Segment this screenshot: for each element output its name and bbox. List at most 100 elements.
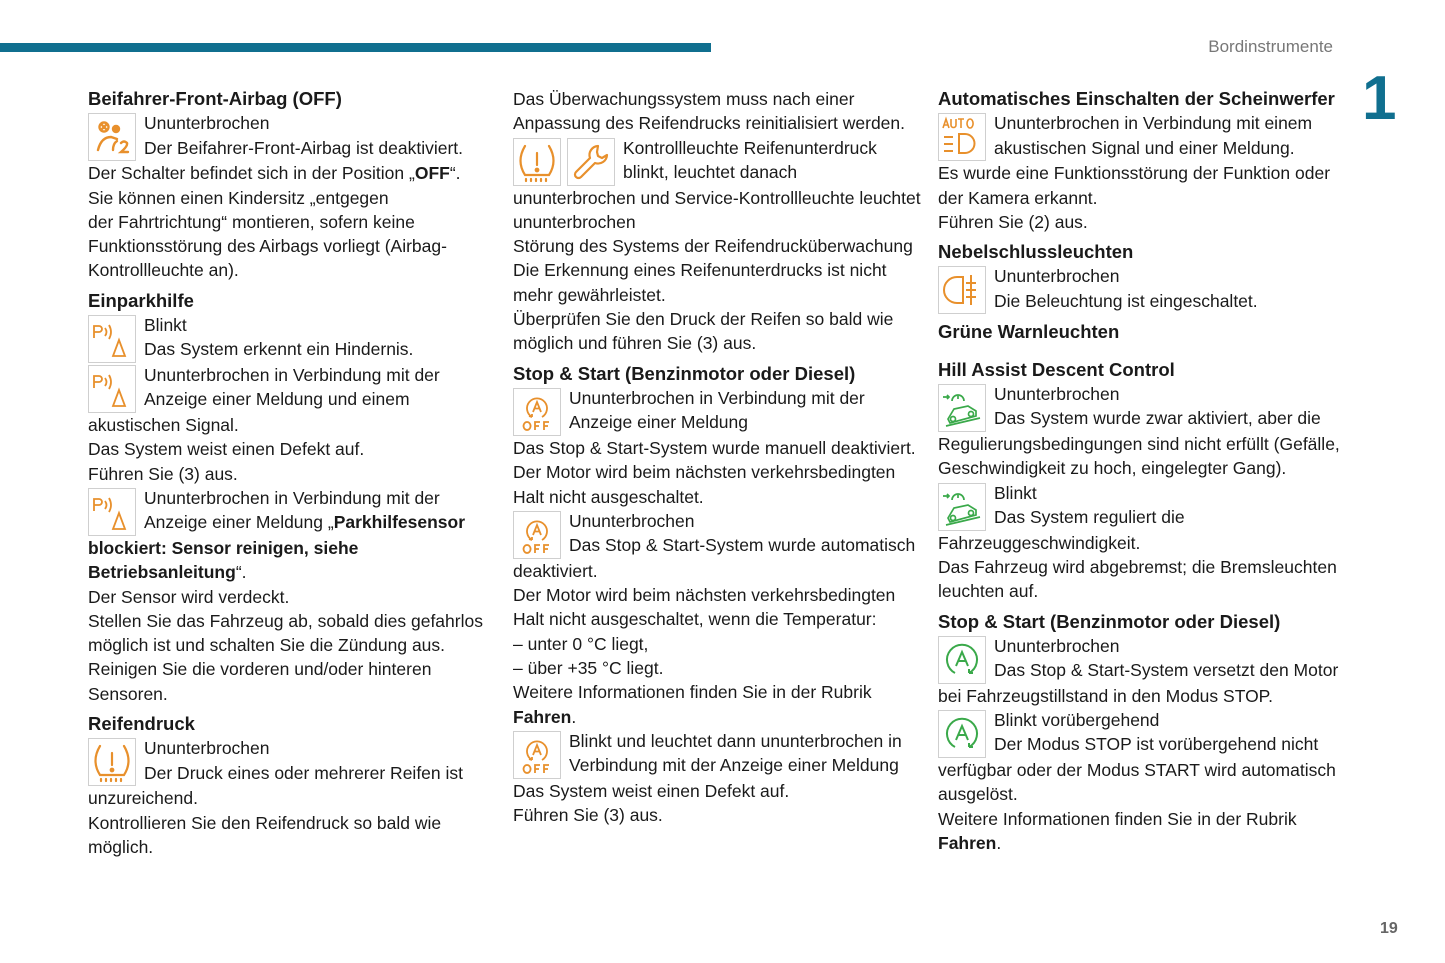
indicator-header: Ununterbrochen Der Beifahrer-Front-Airbag…	[88, 111, 498, 162]
section-heading: Stop & Start (Benzinmotor oder Diesel)	[938, 610, 1281, 632]
text-line: Kontrollleuchte an).	[88, 260, 239, 281]
indicator-header: Ununterbrochen in Verbindung mit der Anze…	[88, 363, 498, 414]
header-accent-bar	[0, 43, 711, 52]
indicator-entry: Ununterbrochen Das Stop & Start-System wu…	[513, 509, 923, 729]
text-segment: Anzeige einer Meldung „	[144, 512, 334, 533]
text-line: Betriebsanleitung“.	[88, 560, 498, 584]
indicator-entry: Ununterbrochen Das Stop & Start-System ve…	[938, 634, 1354, 708]
text-line: Anzeige einer Meldung und einem	[144, 389, 410, 410]
bold-text: blockiert: Sensor reinigen, siehe	[88, 537, 359, 558]
text-line: Ununterbrochen in Verbindung mit der	[144, 487, 440, 508]
text-line: Fahren.	[938, 831, 1354, 855]
text-line: Überprüfen Sie den Druck der Reifen so b…	[513, 309, 894, 330]
text-segment: “.	[449, 163, 461, 184]
text-line: Der Modus STOP ist vorübergehend nicht	[994, 734, 1319, 755]
indicator-header: Blinkt Das System reguliert die	[938, 481, 1354, 531]
text-line: Reinigen Sie die vorderen und/oder hinte…	[88, 659, 432, 680]
indicator-header: Kontrollleuchte Reifenunterdruck blinkt, …	[513, 136, 923, 186]
indicator-entry: Blinkt Das System erkennt ein Hindernis.	[88, 313, 498, 364]
text-line: Blinkt	[994, 482, 1037, 503]
text-line: Sensoren.	[88, 683, 168, 704]
text-line: Das System wurde zwar aktiviert, aber di…	[994, 408, 1321, 429]
section-heading: Stop & Start (Benzinmotor oder Diesel)	[513, 362, 856, 384]
text-line: Blinkt vorübergehend	[994, 710, 1160, 731]
indicator-summary: Ununterbrochen Der Beifahrer-Front-Airbag…	[144, 111, 498, 160]
park-assist-icon	[88, 365, 136, 414]
indicator-summary: Kontrollleuchte Reifenunterdruck blinkt, …	[623, 136, 923, 185]
indicator-header: Blinkt vorübergehend Der Modus STOP ist v…	[938, 708, 1354, 759]
text-line: leuchten auf.	[938, 581, 1039, 602]
text-line: Ununterbrochen in Verbindung mit einem	[994, 113, 1313, 134]
text-line: akustischen Signal.	[88, 415, 239, 436]
text-line: Das System weist einen Defekt auf.	[513, 780, 790, 801]
text-line: Halt nicht ausgeschaltet.	[513, 486, 704, 507]
text-line: Der Beifahrer-Front-Airbag ist deaktivie…	[144, 137, 463, 158]
text-segment: Der Schalter befindet sich in der Positi…	[88, 163, 415, 184]
text-line: Das System weist einen Defekt auf.	[88, 439, 365, 460]
text-line: Fahren.	[513, 705, 923, 729]
text-line: möglich ist und schalten Sie die Zündung…	[88, 635, 446, 656]
text-line: Der Motor wird beim nächsten verkehrsbed…	[513, 462, 896, 483]
text-line: Es wurde eine Funktionsstörung der Funkt…	[938, 163, 1331, 184]
indicator-header: Ununterbrochen in Verbindung mit einem ak…	[938, 111, 1354, 162]
indicator-summary: Blinkt Das System erkennt ein Hindernis.	[144, 313, 498, 362]
text-line: Verbindung mit der Anzeige einer Meldung	[569, 755, 899, 776]
text-line: Führen Sie (3) aus.	[513, 805, 663, 826]
indicator-entry: Kontrollleuchte Reifenunterdruck blinkt, …	[513, 136, 923, 356]
text-line: Das Überwachungssystem muss nach einer	[513, 89, 855, 109]
text-line: Das Fahrzeug wird abgebremst; die Bremsl…	[938, 556, 1337, 577]
indicator-header: Blinkt Das System erkennt ein Hindernis.	[88, 313, 498, 364]
airbag-off-icon	[88, 113, 136, 162]
text-line: der Kamera erkannt.	[938, 187, 1098, 208]
text-line: akustischen Signal und einer Meldung.	[994, 137, 1295, 158]
bold-text: Betriebsanleitung	[88, 562, 236, 583]
page-number: 19	[1380, 920, 1398, 937]
text-line: Weitere Informationen finden Sie in der …	[513, 682, 872, 703]
section-heading: Beifahrer-Front-Airbag (OFF)	[88, 88, 342, 109]
text-line: Ununterbrochen in Verbindung mit der	[144, 365, 440, 386]
text-line: Anpassung des Reifendrucks reinitialisie…	[513, 113, 906, 134]
text-line: Blinkt	[144, 315, 187, 336]
indicator-icons	[88, 315, 136, 364]
indicator-icons	[88, 113, 136, 162]
text-line: Der Sensor wird verdeckt.	[88, 586, 290, 607]
indicator-summary: Ununterbrochen Das Stop & Start-System wu…	[569, 509, 923, 558]
section-heading: Hill Assist Descent Control	[938, 358, 1175, 380]
text-line: Die Erkennung eines Reifenunterdrucks is…	[513, 260, 887, 281]
park-assist-icon	[88, 487, 136, 536]
text-line: Ununterbrochen	[569, 510, 695, 531]
text-line: Der Druck eines oder mehrerer Reifen ist	[144, 762, 464, 783]
indicator-entry: Ununterbrochen Die Beleuchtung ist einges…	[938, 264, 1354, 315]
tire-pressure-icon	[513, 137, 561, 186]
park-assist-icon	[88, 315, 136, 364]
indicator-header: Ununterbrochen in Verbindung mit der Anze…	[88, 486, 498, 536]
text-line: Blinkt und leuchtet dann ununterbrochen …	[569, 730, 902, 751]
column-1: Beifahrer-Front-Airbag (OFF) Ununterbroch…	[88, 87, 498, 859]
text-line: blockiert: Sensor reinigen, siehe	[88, 536, 498, 560]
text-line: der Fahrtrichtung“ montieren, sofern kei…	[88, 211, 415, 232]
text-line: ununterbrochen	[513, 211, 636, 232]
indicator-entry: Ununterbrochen Der Druck eines oder mehre…	[88, 736, 498, 859]
text-line: Störung des Systems der Reifendrucküberw…	[513, 236, 913, 257]
stop-start-off-icon	[513, 387, 561, 436]
text-segment: “.	[235, 562, 247, 583]
text-line: verfügbar oder der Modus START wird auto…	[938, 760, 1336, 781]
indicator-summary: Ununterbrochen in Verbindung mit der Anze…	[144, 363, 498, 412]
indicator-icons	[938, 710, 986, 759]
text-line: unzureichend.	[88, 788, 198, 809]
bold-text: Fahren	[513, 706, 572, 727]
text-line: ausgelöst.	[938, 784, 1018, 805]
indicator-summary: Blinkt Das System reguliert die	[994, 481, 1354, 530]
text-line: Führen Sie (2) aus.	[938, 211, 1088, 232]
indicator-icons	[938, 266, 986, 315]
text-line: – über +35 °C liegt.	[513, 658, 664, 679]
indicator-entry: Blinkt Das System reguliert die Fahrzeugge…	[938, 481, 1354, 604]
text-line: Weitere Informationen finden Sie in der …	[938, 808, 1297, 829]
text-line: Fahrzeuggeschwindigkeit.	[938, 532, 1141, 553]
auto-headlights-icon	[938, 113, 986, 162]
indicator-icons	[938, 635, 986, 684]
indicator-summary: Ununterbrochen Das System wurde zwar akti…	[994, 382, 1354, 431]
indicator-entry: Blinkt vorübergehend Der Modus STOP ist v…	[938, 708, 1354, 855]
text-line: Das Stop & Start-System wurde automatisc…	[569, 535, 916, 556]
column-3: Automatisches Einschalten der Scheinwerf…	[938, 87, 1354, 855]
